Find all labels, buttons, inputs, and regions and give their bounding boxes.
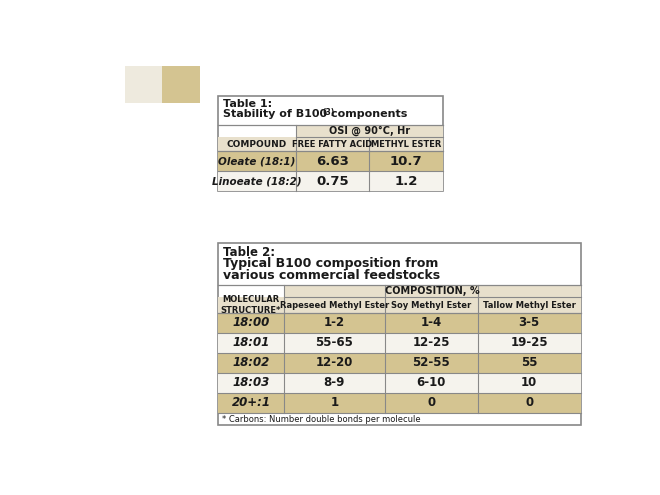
- Text: 1.2: 1.2: [395, 175, 418, 188]
- Bar: [218, 373, 581, 393]
- Text: 10: 10: [521, 376, 537, 389]
- Text: various commercial feedstocks: various commercial feedstocks: [223, 269, 440, 282]
- Text: 6.63: 6.63: [316, 154, 349, 167]
- Bar: [218, 96, 443, 191]
- Text: 0: 0: [427, 396, 436, 409]
- Text: 1: 1: [330, 396, 339, 409]
- Bar: [125, 65, 162, 102]
- Text: Soy Methyl Ester: Soy Methyl Ester: [391, 300, 471, 309]
- Bar: [218, 297, 581, 313]
- Bar: [218, 171, 443, 191]
- Text: 18:01: 18:01: [232, 336, 270, 349]
- Text: OSI @ 90°C, Hr: OSI @ 90°C, Hr: [329, 126, 410, 136]
- Bar: [284, 285, 581, 297]
- Text: 18:03: 18:03: [232, 376, 270, 389]
- Text: METHYL ESTER: METHYL ESTER: [371, 140, 442, 148]
- Text: 18:00: 18:00: [232, 316, 270, 329]
- Text: FREE FATTY ACID: FREE FATTY ACID: [292, 140, 372, 148]
- Text: Oleate (18:1): Oleate (18:1): [218, 156, 296, 166]
- Text: 12-25: 12-25: [412, 336, 450, 349]
- Text: Linoeate (18:2): Linoeate (18:2): [212, 176, 302, 186]
- Text: Typical B100 composition from: Typical B100 composition from: [223, 256, 438, 269]
- Text: 0: 0: [525, 396, 533, 409]
- Text: 52-55: 52-55: [412, 356, 450, 369]
- Text: Table 2:: Table 2:: [223, 246, 275, 259]
- Bar: [218, 243, 581, 425]
- Bar: [218, 353, 581, 373]
- Text: 12-20: 12-20: [315, 356, 353, 369]
- Text: 55-65: 55-65: [315, 336, 353, 349]
- Bar: [218, 393, 581, 413]
- Text: 3-5: 3-5: [519, 316, 540, 329]
- Bar: [218, 333, 581, 353]
- Text: 1-4: 1-4: [420, 316, 442, 329]
- Text: 10.7: 10.7: [390, 154, 422, 167]
- Bar: [296, 125, 443, 137]
- Text: MOLECULAR
STRUCTURE*: MOLECULAR STRUCTURE*: [221, 295, 281, 315]
- Text: Table 1:: Table 1:: [223, 99, 272, 109]
- Text: 20+:1: 20+:1: [232, 396, 271, 409]
- Text: (3): (3): [323, 108, 335, 117]
- Text: COMPOUND: COMPOUND: [227, 140, 287, 148]
- Bar: [218, 137, 443, 151]
- Bar: [218, 151, 443, 171]
- Text: Tallow Methyl Ester: Tallow Methyl Ester: [483, 300, 576, 309]
- Text: COMPOSITION, %: COMPOSITION, %: [385, 286, 480, 296]
- Text: Rapeseed Methyl Ester: Rapeseed Methyl Ester: [280, 300, 389, 309]
- Text: 8-9: 8-9: [323, 376, 345, 389]
- Text: 55: 55: [521, 356, 537, 369]
- Text: 6-10: 6-10: [416, 376, 446, 389]
- Bar: [218, 313, 581, 333]
- Text: * Carbons: Number double bonds per molecule: * Carbons: Number double bonds per molec…: [222, 415, 420, 424]
- Text: 19-25: 19-25: [510, 336, 548, 349]
- Text: 18:02: 18:02: [232, 356, 270, 369]
- Text: 1-2: 1-2: [324, 316, 345, 329]
- Text: 0.75: 0.75: [316, 175, 348, 188]
- Bar: [162, 65, 199, 102]
- Text: Stability of B100 components: Stability of B100 components: [223, 109, 407, 119]
